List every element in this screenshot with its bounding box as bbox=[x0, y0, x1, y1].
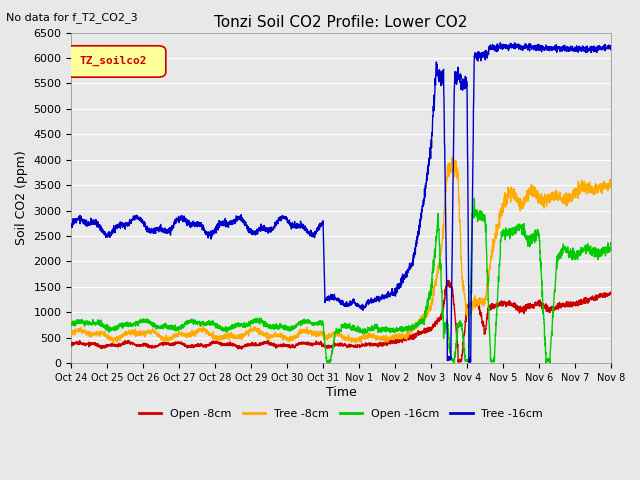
FancyBboxPatch shape bbox=[66, 46, 166, 77]
X-axis label: Time: Time bbox=[326, 385, 356, 398]
Legend: Open -8cm, Tree -8cm, Open -16cm, Tree -16cm: Open -8cm, Tree -8cm, Open -16cm, Tree -… bbox=[134, 405, 548, 423]
Title: Tonzi Soil CO2 Profile: Lower CO2: Tonzi Soil CO2 Profile: Lower CO2 bbox=[214, 15, 468, 30]
Text: No data for f_T2_CO2_3: No data for f_T2_CO2_3 bbox=[6, 12, 138, 23]
Text: TZ_soilco2: TZ_soilco2 bbox=[79, 56, 147, 66]
Y-axis label: Soil CO2 (ppm): Soil CO2 (ppm) bbox=[15, 150, 28, 245]
